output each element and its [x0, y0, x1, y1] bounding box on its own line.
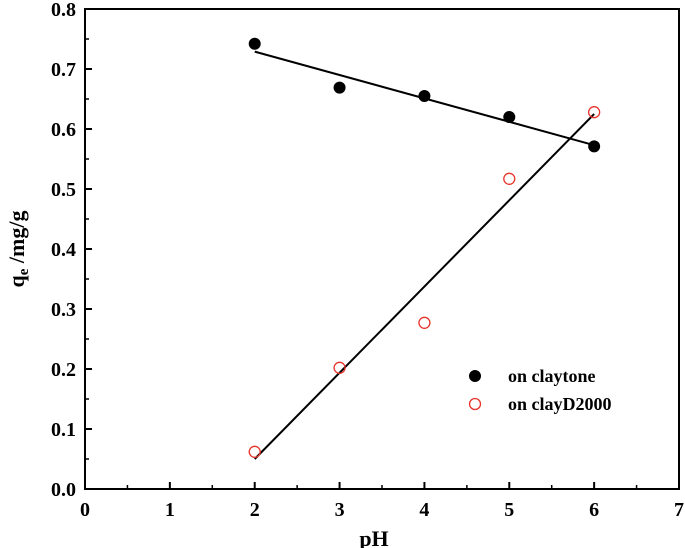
x-tick-label: 2 — [250, 499, 260, 521]
legend-marker — [468, 397, 482, 411]
y-tick-label: 0.2 — [51, 359, 76, 381]
legend-label: on clayD2000 — [508, 394, 612, 414]
y-tick-label: 0.8 — [51, 0, 76, 21]
y-axis-title-suffix: /mg/g — [4, 211, 29, 269]
tick-labels: 0 1 2 3 4 5 6 7 0.0 0.1 0.2 0.3 0.4 0.5 0.6 0.7 0.8 — [51, 0, 684, 521]
y-tick-label: 0.4 — [51, 239, 76, 261]
data-point — [248, 37, 261, 50]
y-tick-label: 0.0 — [51, 479, 76, 501]
axes — [84, 8, 680, 490]
data-points — [248, 37, 601, 458]
data-point — [503, 172, 516, 185]
data-point — [418, 90, 431, 102]
x-tick-label: 3 — [335, 499, 345, 521]
data-point — [333, 81, 346, 94]
y-tick-label: 0.1 — [51, 419, 76, 441]
x-tick-label: 1 — [165, 499, 175, 521]
x-tick-label: 6 — [589, 499, 599, 521]
x-tick-label: 0 — [80, 499, 90, 521]
y-axis-title-subscript: e — [16, 268, 32, 275]
x-tick-label: 5 — [504, 499, 514, 521]
data-point — [333, 361, 346, 374]
plot-frame — [84, 8, 680, 490]
y-tick-label: 0.7 — [51, 59, 76, 81]
legend-marker — [469, 370, 481, 382]
y-axis-title: qe /mg/g — [4, 211, 32, 288]
x-axis-title: pH — [359, 526, 388, 548]
fit-line-2 — [254, 113, 595, 460]
y-tick-label: 0.5 — [51, 179, 76, 201]
x-tick-label: 7 — [674, 499, 684, 521]
legend-label: on claytone — [508, 366, 596, 386]
data-point — [587, 106, 601, 119]
y-tick-label: 0.3 — [51, 299, 76, 321]
y-tick-label: 0.6 — [51, 119, 76, 141]
data-point — [588, 140, 601, 153]
data-point — [248, 445, 261, 458]
data-point — [503, 111, 516, 123]
y-axis-title-main: q — [4, 274, 29, 287]
data-point — [418, 316, 431, 329]
x-tick-label: 4 — [419, 499, 429, 521]
legend: on claytone on clayD2000 — [468, 366, 612, 414]
